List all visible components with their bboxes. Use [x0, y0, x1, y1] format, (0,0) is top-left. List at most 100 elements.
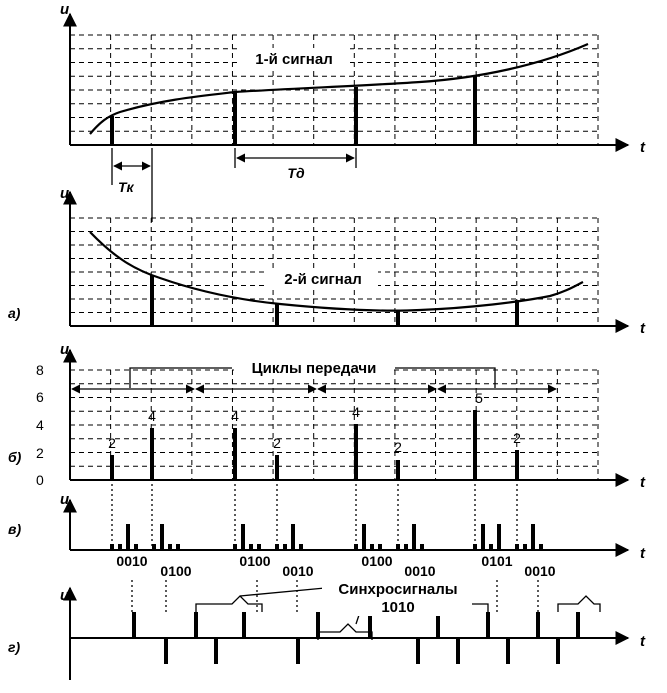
binary-pulse [233, 544, 237, 550]
combined-t-label: t [640, 474, 646, 491]
sync-label: Синхросигналы [338, 581, 457, 598]
signal2-curve [89, 231, 584, 312]
signal2-t-label: t [640, 320, 646, 337]
sample-value-label: 4 [352, 404, 360, 420]
code-label: 0100 [160, 563, 191, 579]
binary-pulse [362, 524, 366, 550]
binary-pulse [396, 544, 400, 550]
cycles-label-bg [234, 357, 394, 377]
y-tick-label: 2 [36, 445, 44, 461]
positive-pulse [194, 612, 198, 638]
binary-pulse [134, 544, 138, 550]
binary-pulse [539, 544, 543, 550]
binary-pulse [481, 524, 485, 550]
binary-pulse [291, 524, 295, 550]
y-tick-label: 0 [36, 472, 44, 488]
line-t-label: t [640, 633, 646, 650]
signal1-label: 1-й сигнал [255, 51, 332, 68]
positive-pulse [436, 612, 440, 638]
negative-pulse [556, 638, 560, 664]
signal2-plot: u t 2-й сигнал а) [8, 185, 646, 337]
binary-pulse [275, 544, 279, 550]
cycles-bracket [129, 367, 496, 388]
binary-pulse [370, 544, 374, 550]
signal1-label-bg [238, 48, 350, 68]
sample-value-label: 2 [513, 430, 521, 446]
signal1-plot: u t 1-й сигнал Tк Tд [60, 1, 646, 222]
sample-value-label: 4 [231, 408, 239, 424]
binary-u-label: u [60, 491, 69, 508]
binary-pulse [515, 544, 519, 550]
panel-g-label: г) [8, 639, 20, 655]
binary-pulse [152, 544, 156, 550]
bipolar-pulses [132, 612, 580, 664]
binary-pulse [241, 524, 245, 550]
tk-label: Tк [118, 179, 135, 195]
binary-pulse [283, 544, 287, 550]
binary-pulse [118, 544, 122, 550]
binary-pulse [497, 524, 501, 550]
negative-pulse [456, 638, 460, 664]
binary-pulse [249, 544, 253, 550]
sample-value-label: 5 [475, 390, 483, 406]
sync-brace [557, 595, 601, 612]
y-tick-label: 8 [36, 362, 44, 378]
sample-value-label: 2 [108, 435, 116, 451]
binary-pulse [412, 524, 416, 550]
positive-pulse [132, 612, 136, 638]
positive-pulse [536, 612, 540, 638]
binary-pulse [354, 544, 358, 550]
positive-pulse [576, 612, 580, 638]
sample-value-label: 4 [148, 408, 156, 424]
binary-pulse [404, 544, 408, 550]
combined-u-label: u [60, 341, 69, 358]
signal1-t-label: t [640, 139, 646, 156]
positive-pulse [368, 612, 372, 638]
y-tick-label: 4 [36, 417, 44, 433]
signal1-u-label: u [60, 1, 69, 18]
code-label: 0010 [116, 553, 147, 569]
binary-pulse [168, 544, 172, 550]
positive-pulse [242, 612, 246, 638]
binary-pulse [257, 544, 261, 550]
binary-pulses [110, 524, 543, 550]
sync-brace [195, 595, 263, 612]
sync-code-label: 1010 [381, 599, 414, 616]
line-signal-plot: u t г) Синхросигналы 1010 [8, 578, 646, 680]
negative-pulse [164, 638, 168, 664]
binary-pulse [489, 544, 493, 550]
binary-t-label: t [640, 545, 646, 562]
code-label: 0100 [361, 553, 392, 569]
code-label: 0010 [524, 563, 555, 579]
combined-plot: u t 8 6 4 2 0 б) 2 4 4 2 4 2 5 2 Циклы п… [8, 341, 646, 491]
signal2-label: 2-й сигнал [284, 271, 361, 288]
sync-label-bg [322, 578, 472, 616]
binary-pulse [473, 544, 477, 550]
binary-pulse [110, 544, 114, 550]
code-label: 0010 [282, 563, 313, 579]
cycles-label: Циклы передачи [252, 360, 377, 377]
panel-a-label: а) [8, 305, 21, 321]
line-u-label: u [60, 587, 69, 604]
sample-value-label: 2 [273, 435, 281, 451]
sample-value-label: 2 [394, 439, 402, 455]
signal1-curve [89, 42, 589, 135]
code-label: 0010 [404, 563, 435, 579]
binary-pulse [420, 544, 424, 550]
negative-pulse [416, 638, 420, 664]
sync-brace [317, 623, 373, 640]
code-label: 0100 [239, 553, 270, 569]
signal2-u-label: u [60, 185, 69, 202]
negative-pulse [296, 638, 300, 664]
binary-pulse [176, 544, 180, 550]
binary-pulse [299, 544, 303, 550]
code-label: 0101 [481, 553, 512, 569]
y-tick-label: 6 [36, 389, 44, 405]
signal2-label-bg [268, 268, 378, 288]
binary-pulse [378, 544, 382, 550]
binary-pulse [160, 524, 164, 550]
panel-b-label: б) [8, 449, 22, 465]
binary-pulse [531, 524, 535, 550]
binary-plot: u t в) 0010 0100 0100 0010 0100 0010 010… [8, 491, 646, 579]
